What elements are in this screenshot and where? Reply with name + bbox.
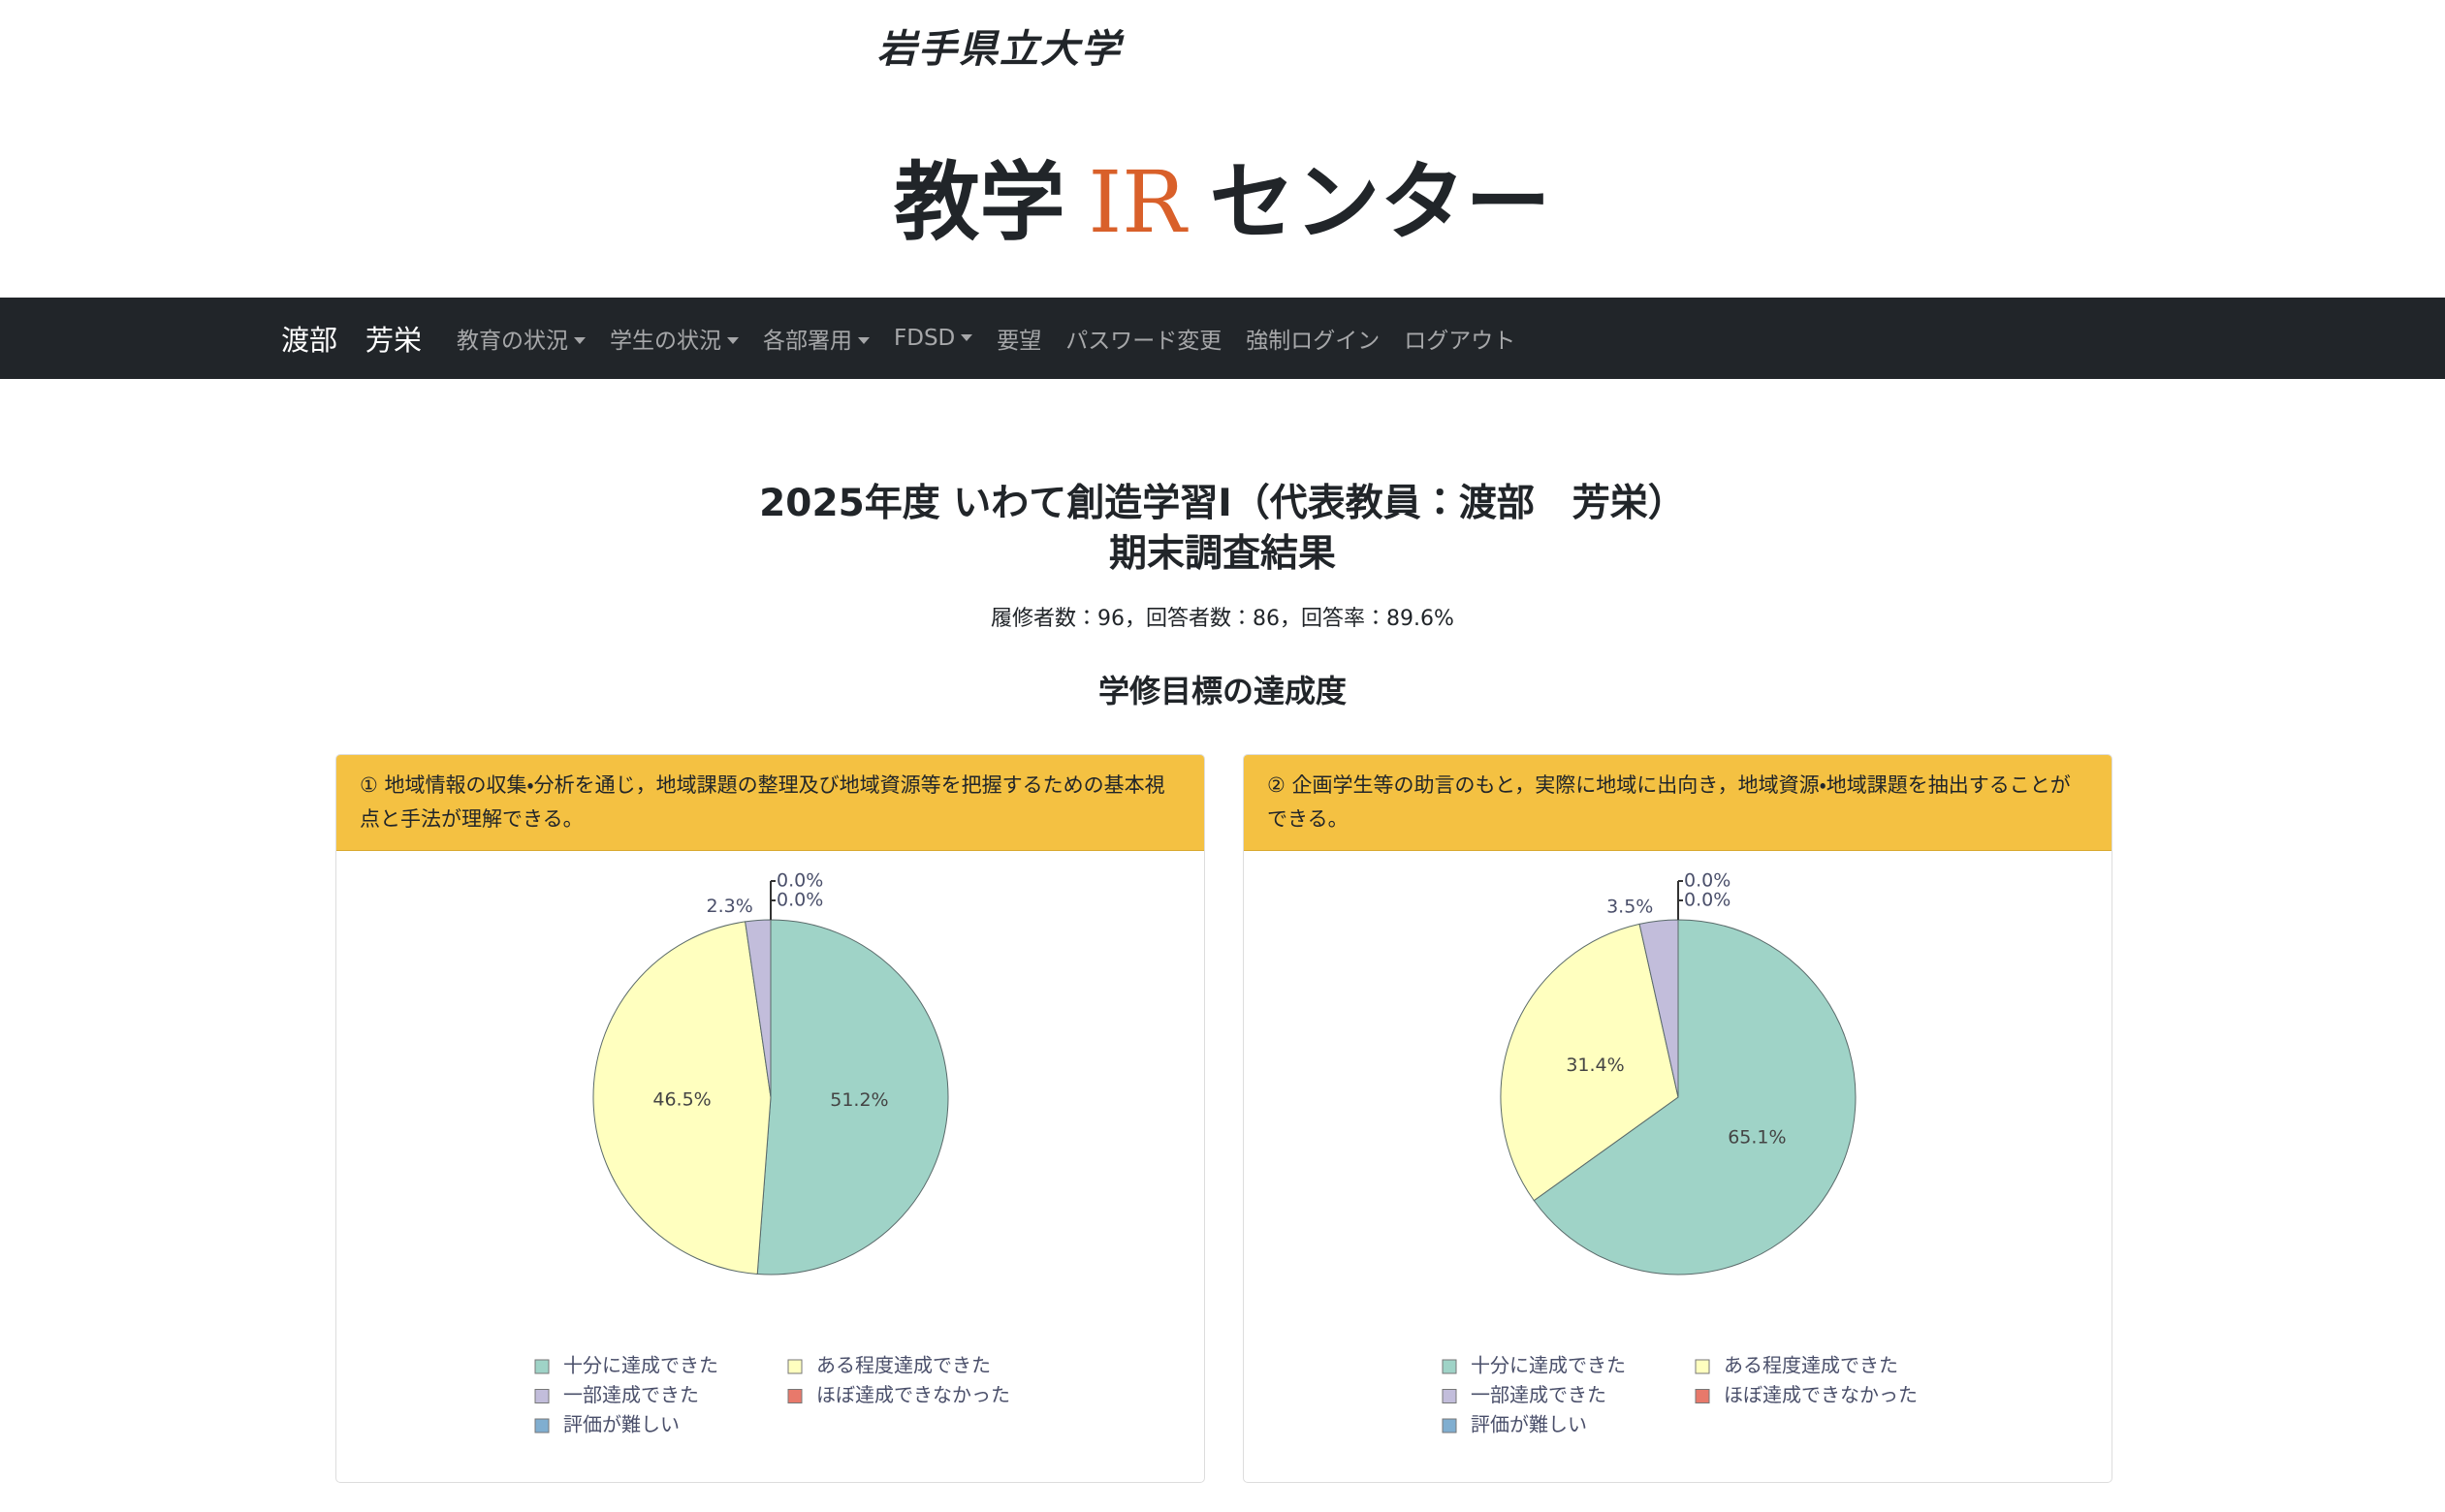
nav-item[interactable]: FDSD [894,326,972,351]
logo-text: センター [1209,151,1551,252]
legend-label: ほぼ達成できなかった [816,1383,1010,1406]
slice-label: 0.0% [1684,870,1731,892]
section-heading: 学修目標の達成度 [1097,673,1347,709]
university-name: 岩手県立大学 [877,26,1122,72]
pie-slice [1533,919,1857,1276]
legend-label: 十分に達成できた [1471,1354,1626,1377]
legend-swatch [1442,1389,1457,1403]
user-name[interactable]: 渡部 芳栄 [281,324,423,357]
legend-swatch [1695,1389,1710,1403]
legend-label: 一部達成できた [563,1383,699,1406]
legend-label: ある程度達成できた [816,1354,991,1377]
nav-item[interactable]: 各部署用 [763,322,870,355]
legend-swatch [1442,1418,1457,1433]
slice-label: 0.0% [777,870,823,892]
question-card: ② 企画学生等の助言のもと，実際に地域に出向き，地域資源・地域課題を抽出すること… [1243,754,2112,1483]
card-header: ② 企画学生等の助言のもと，実際に地域に出向き，地域資源・地域課題を抽出すること… [1244,755,2112,851]
logo: 教学 IR センター [0,134,2445,257]
logo-text: 教学 [894,151,1065,252]
legend-swatch [1442,1359,1457,1374]
legend-label: 十分に達成できた [563,1354,718,1377]
slice-label: 0.0% [777,890,823,911]
logo-text: IR [1088,152,1187,252]
page-title: 2025年度 いわて創造学習I（代表教員：渡部 芳栄） [759,482,1686,525]
nav-item[interactable]: ログアウト [1404,329,1516,354]
response-stats: 履修者数：96，回答者数：86，回答率：89.6% [991,607,1454,631]
nav-item[interactable]: 強制ログイン [1246,329,1381,354]
nav-item[interactable]: 学生の状況 [610,322,739,355]
legend-label: ほぼ達成できなかった [1724,1383,1918,1406]
pie-chart: 51.2% 46.5% 2.3% 0.0%0.0% 十分に達成できた ある程度達成できた一… [534,870,1010,1436]
pie-slice [592,921,772,1276]
slice-label: 46.5% [652,1089,711,1111]
legend-label: 評価が難しい [563,1413,680,1436]
slice-label: 31.4% [1566,1055,1624,1076]
legend-swatch [787,1359,803,1374]
legend-swatch [1695,1359,1710,1374]
legend-swatch [534,1389,550,1403]
slice-label: 65.1% [1728,1126,1786,1148]
legend-swatch [787,1389,803,1403]
navbar: 渡部 芳栄 教育の状況 学生の状況 各部署用 FDSD 要望 パスワード変更 強制ログインロ… [0,298,2445,379]
pie-slice [756,919,949,1276]
slice-label: 2.3% [706,896,752,917]
legend-label: 一部達成できた [1471,1383,1606,1406]
pie-chart: 65.1% 31.4% 3.5% 0.0%0.0% 十分に達成できた ある程度達成できた一… [1442,870,1918,1436]
nav-item[interactable]: パスワード変更 [1065,329,1222,354]
nav-item[interactable]: 要望 [997,329,1042,354]
nav-item[interactable]: 教育の状況 [457,322,586,355]
slice-label: 0.0% [1684,890,1731,911]
card-header: ① 地域情報の収集・分析を通じ，地域課題の整理及び地域資源等を把握するための基本… [336,755,1204,851]
pie-slice [1500,923,1679,1202]
legend-swatch [534,1359,550,1374]
legend-label: ある程度達成できた [1724,1354,1898,1377]
question-card: ① 地域情報の収集・分析を通じ，地域課題の整理及び地域資源等を把握するための基本… [335,754,1205,1483]
slice-label: 51.2% [830,1089,888,1111]
slice-label: 3.5% [1606,897,1653,918]
legend-swatch [534,1418,550,1433]
legend-label: 評価が難しい [1471,1413,1587,1436]
page-title: 期末調査結果 [1108,532,1336,576]
